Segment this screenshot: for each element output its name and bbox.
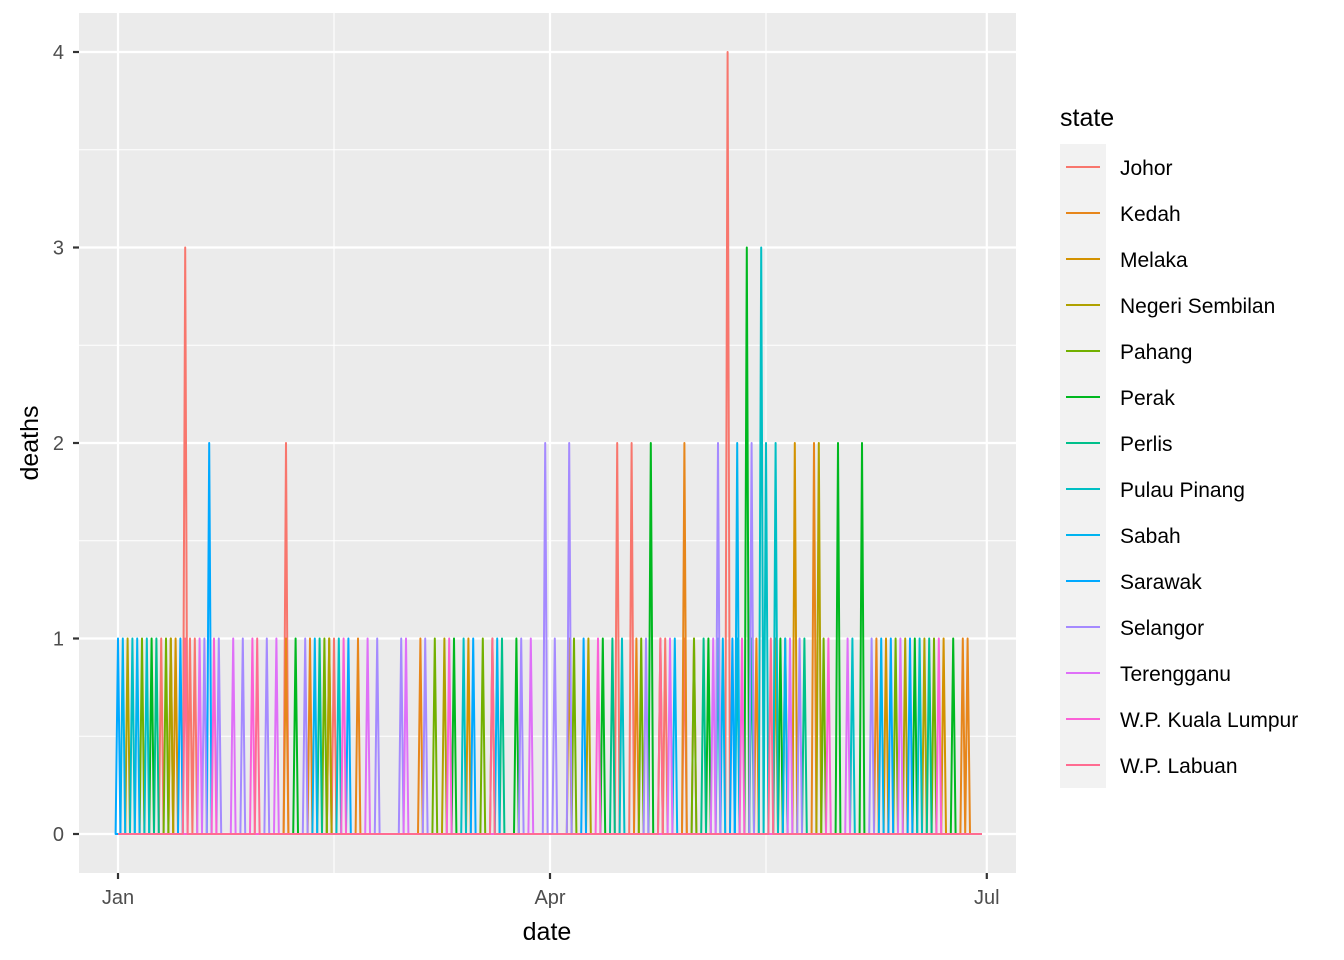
series-line-Sabah xyxy=(118,442,982,835)
legend-label: Perak xyxy=(1120,387,1175,410)
series-line-Sarawak xyxy=(114,442,982,835)
legend-label: Melaka xyxy=(1120,249,1188,272)
legend-label: Negeri Sembilan xyxy=(1120,295,1275,318)
y-tick-label: 4 xyxy=(53,42,64,64)
x-tick-label: Apr xyxy=(534,887,565,909)
y-axis-title: deaths xyxy=(16,405,44,480)
legend-label: Sarawak xyxy=(1120,571,1202,594)
x-tick-label: Jul xyxy=(974,887,1000,909)
legend-label: W.P. Kuala Lumpur xyxy=(1120,709,1298,732)
y-tick-label: 2 xyxy=(53,433,64,455)
series-lines xyxy=(114,51,982,835)
legend-label: Sabah xyxy=(1120,525,1181,548)
legend-label: Pahang xyxy=(1120,341,1192,364)
legend-label: Pulau Pinang xyxy=(1120,479,1245,502)
legend-key-background xyxy=(1060,144,1106,788)
y-tick-label: 3 xyxy=(53,238,64,260)
y-tick-label: 0 xyxy=(53,824,64,846)
axis-ticks: 0 1 2 3 4 Jan Apr Jul xyxy=(53,42,1000,909)
legend-label: Perlis xyxy=(1120,433,1173,456)
x-axis-title: date xyxy=(523,918,572,946)
legend-label: Selangor xyxy=(1120,617,1204,640)
legend-label: Johor xyxy=(1120,157,1173,180)
series-line-W.P. Labuan xyxy=(118,637,982,835)
legend-title: state xyxy=(1060,104,1114,132)
legend-label: Terengganu xyxy=(1120,663,1231,686)
legend: state Johor Kedah Melaka Negeri Sembilan Pah… xyxy=(1060,104,1298,788)
series-line-Pahang xyxy=(118,637,982,835)
x-tick-label: Jan xyxy=(102,887,134,909)
y-tick-label: 1 xyxy=(53,629,64,651)
legend-label: W.P. Labuan xyxy=(1120,755,1238,778)
series-line-Selangor xyxy=(118,442,982,835)
legend-label: Kedah xyxy=(1120,203,1181,226)
series-line-Terengganu xyxy=(118,637,982,835)
